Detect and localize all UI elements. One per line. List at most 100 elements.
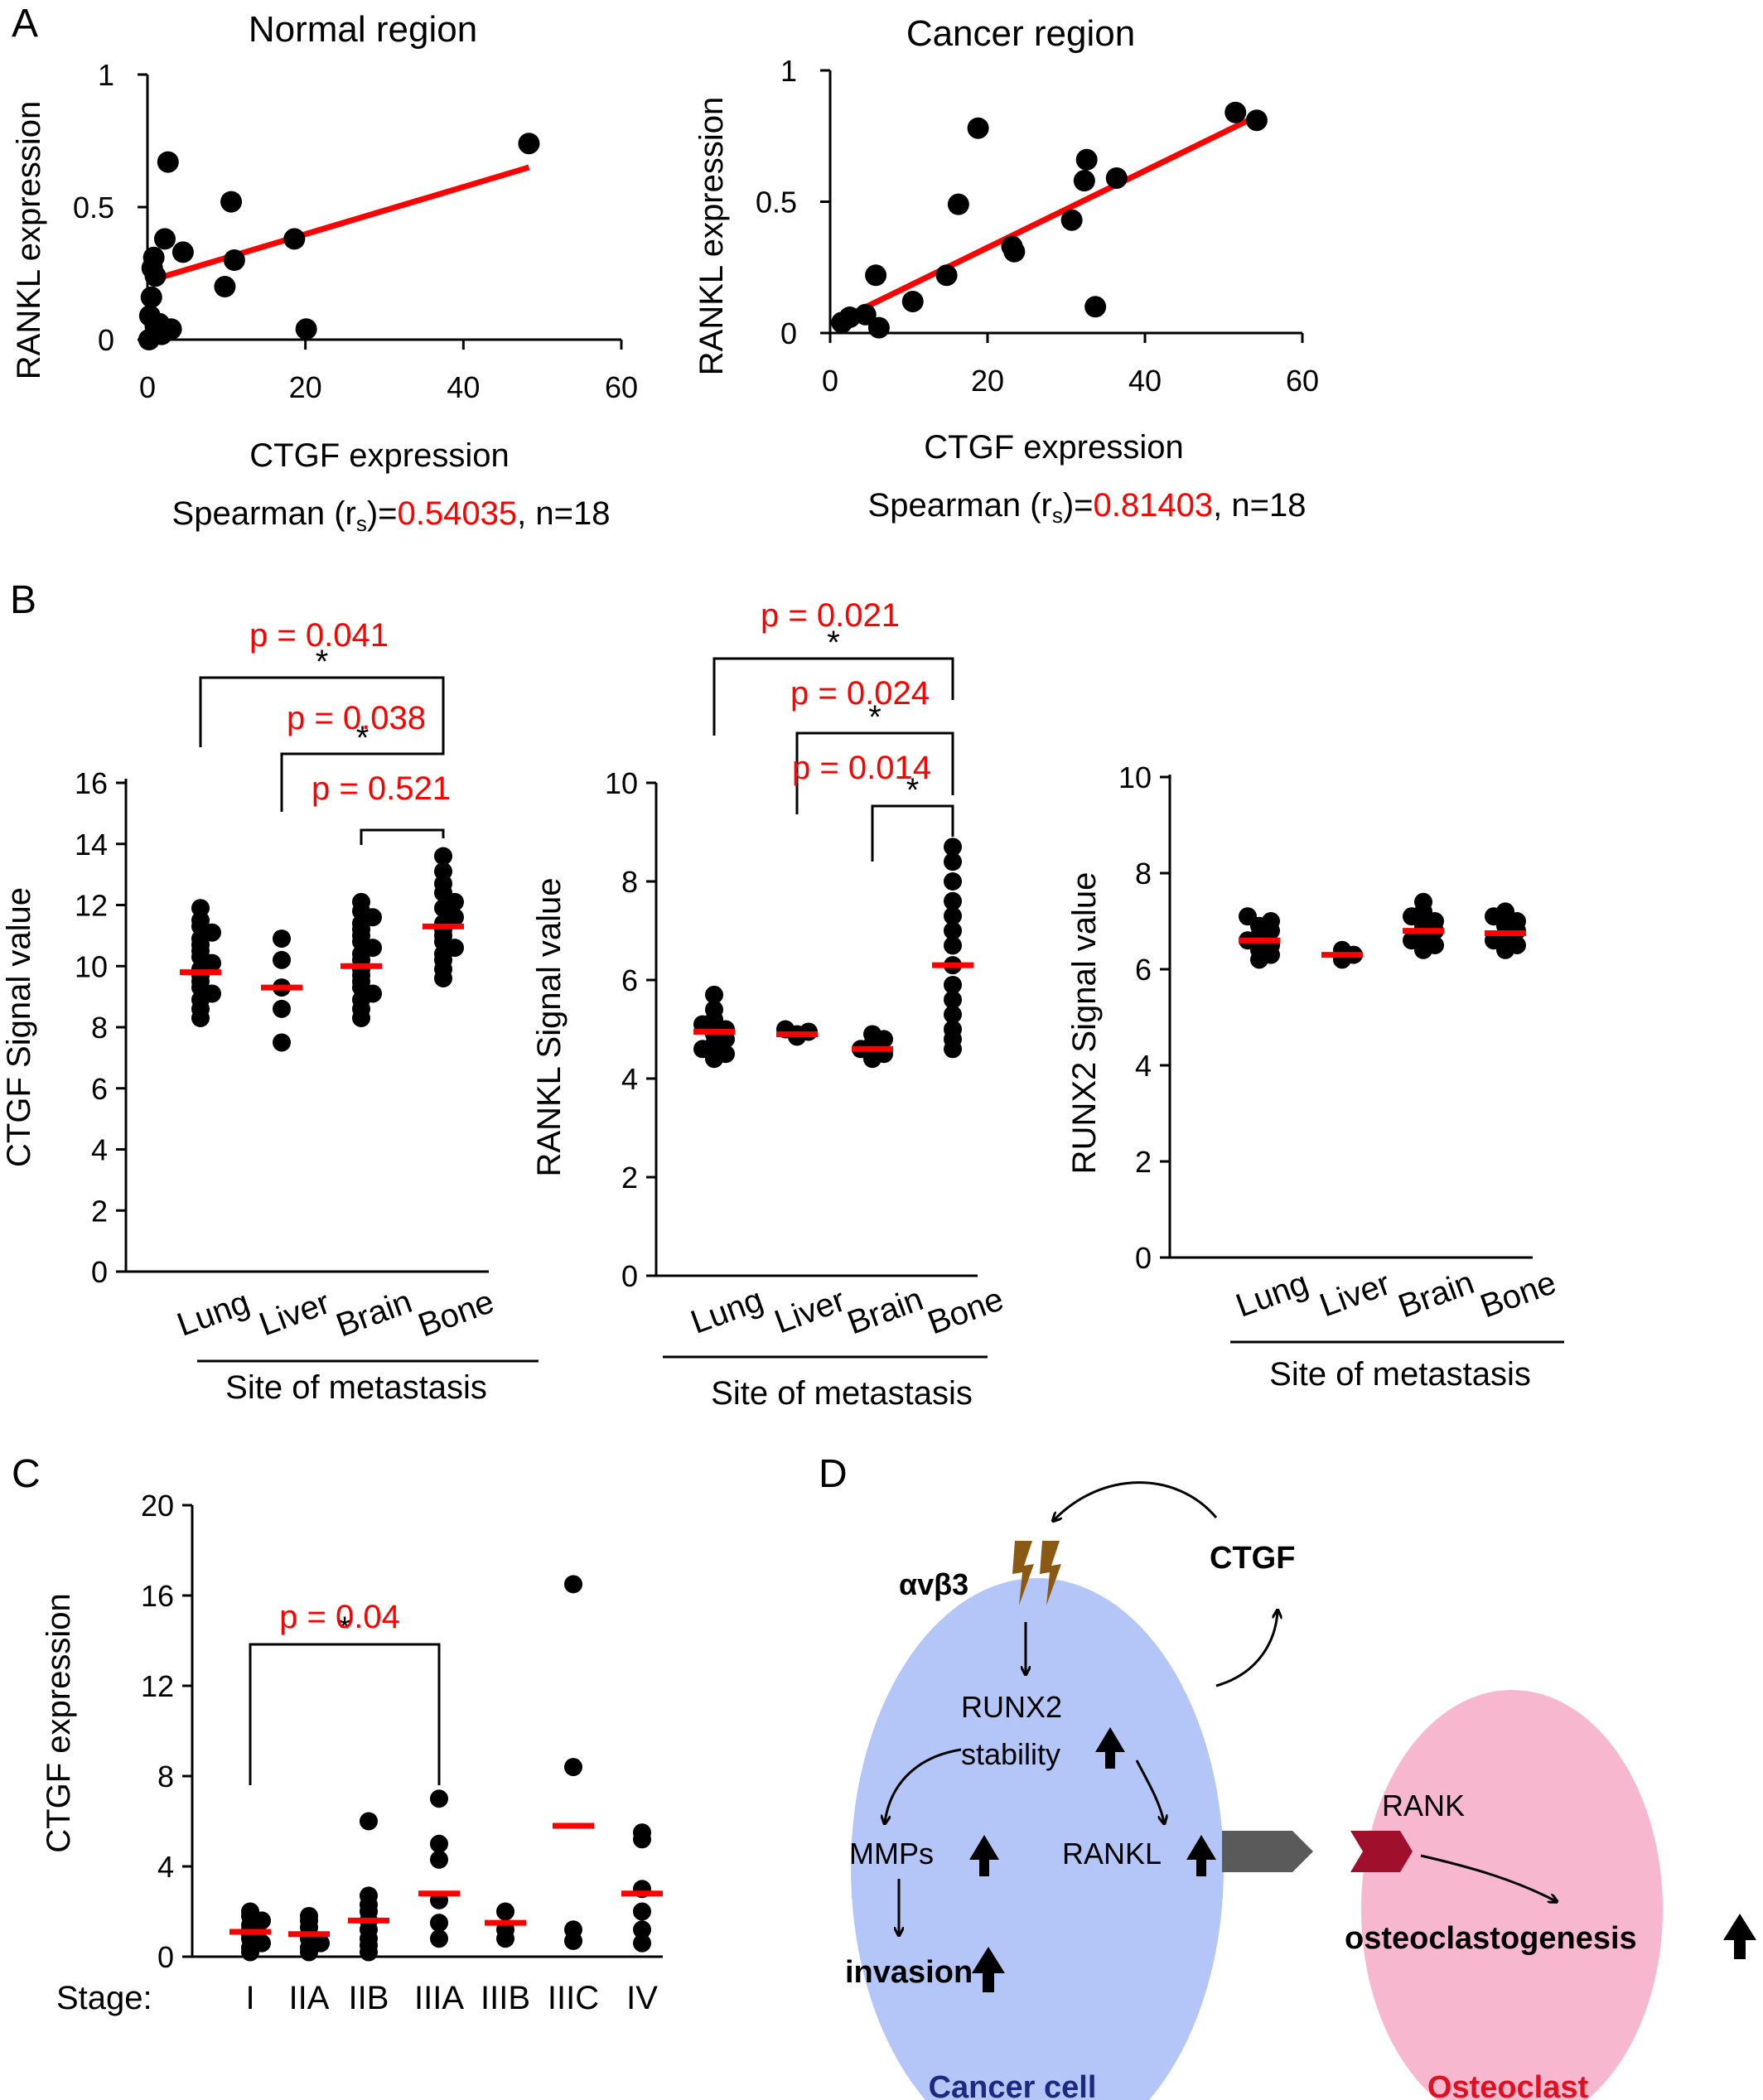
x-tick-label: 60 <box>1286 364 1319 398</box>
category-label: Liver <box>1315 1265 1395 1324</box>
category-label: Bone <box>923 1281 1008 1341</box>
category-label: I <box>245 1980 254 2016</box>
data-point <box>854 303 877 326</box>
y-axis-label: RANKL Signal value <box>531 878 568 1177</box>
up-arrow-icon <box>1095 1727 1125 1769</box>
x-axis-label: CTGF expression <box>924 429 1183 466</box>
runx2-stability-label: stability <box>961 1737 1060 1771</box>
chart-title: Cancer region <box>906 13 1135 54</box>
integrin-label: αvβ3 <box>899 1567 968 1601</box>
p-value-label: p = 0.024 <box>790 675 930 712</box>
osteoclast-shape <box>1361 1690 1663 2100</box>
y-tick-label: 4 <box>1135 1049 1152 1083</box>
panel-label-d: D <box>819 1452 848 1496</box>
data-point <box>944 1005 962 1024</box>
data-point <box>633 1823 651 1842</box>
data-point <box>564 1920 582 1939</box>
category-label: Lung <box>1231 1265 1313 1325</box>
rank-receptor-shape <box>1350 1831 1413 1872</box>
runx2-to-mmps-arrow <box>885 1748 962 1822</box>
runx2-to-rankl-arrow <box>1135 1760 1164 1822</box>
rank-label: RANK <box>1382 1789 1465 1822</box>
y-tick-label: 8 <box>621 865 638 899</box>
data-point <box>633 1902 651 1921</box>
y-axis-label: RANKL expression <box>693 97 730 375</box>
category-label: Bone <box>413 1283 499 1344</box>
data-point <box>944 975 962 994</box>
data-point <box>1496 902 1514 921</box>
data-point <box>142 246 165 268</box>
data-point <box>273 999 291 1018</box>
data-point <box>160 318 182 340</box>
category-label: Liver <box>770 1282 850 1340</box>
osteoclastogenesis-label: osteoclastogenesis <box>1345 1921 1637 1956</box>
p-value-label: p = 0.041 <box>249 617 389 654</box>
data-point <box>944 1020 962 1039</box>
data-point <box>865 264 887 287</box>
y-tick-label: 6 <box>91 1072 108 1106</box>
y-tick-label: 14 <box>75 828 108 862</box>
up-arrow-icon <box>1186 1835 1216 1876</box>
data-point <box>430 1789 448 1808</box>
significance-bracket <box>280 719 445 812</box>
significance-bracket <box>712 657 954 736</box>
significance-bracket <box>871 804 954 862</box>
y-tick-label: 4 <box>91 1133 108 1167</box>
data-point <box>967 117 989 139</box>
data-point <box>430 1929 448 1948</box>
mmps-label: MMPs <box>849 1837 934 1871</box>
normal-region-scatter: Normal region RANKL expression CTGF expr… <box>11 9 638 536</box>
data-point <box>863 1025 882 1044</box>
mechanism-diagram: αvβ3 CTGF RUNX2 stability MMPs invasion … <box>845 1481 1756 2100</box>
category-label: Lung <box>172 1284 254 1344</box>
data-point <box>705 985 723 1004</box>
y-tick-label: 0 <box>157 1940 174 1974</box>
data-point <box>153 228 176 250</box>
runx2-metastasis-chart: RUNX2 Signal value Site of metastasis 0 2… <box>1066 760 1564 1393</box>
y-tick-label: 0 <box>1135 1241 1152 1275</box>
data-point <box>273 929 291 949</box>
data-point <box>944 990 962 1009</box>
p-value-label: p = 0.014 <box>792 750 931 786</box>
ctgf-secretion-arrow <box>1215 1611 1278 1687</box>
data-point <box>901 290 924 312</box>
data-point <box>564 1758 582 1777</box>
y-tick-label: 16 <box>75 766 108 800</box>
spearman-value: 0.54035 <box>398 495 518 532</box>
y-tick-label: 20 <box>141 1489 174 1523</box>
ctgf-label: CTGF <box>1210 1541 1295 1576</box>
rankl-ligand-shape <box>1222 1831 1313 1872</box>
category-label: Lung <box>686 1282 768 1341</box>
data-point <box>944 936 962 955</box>
category-label: Bone <box>1476 1264 1561 1325</box>
y-tick-label: 0 <box>98 323 114 357</box>
data-point <box>1245 109 1268 132</box>
category-label: Brain <box>1393 1264 1479 1325</box>
x-tick-label: 20 <box>971 364 1004 398</box>
y-tick-label: 0.5 <box>756 186 797 220</box>
significance-bracket <box>795 731 954 814</box>
data-point <box>300 1906 318 1925</box>
y-tick-label: 4 <box>621 1062 638 1096</box>
rankl-metastasis-chart: RANKL Signal value Site of metastasis 0 2… <box>531 597 1008 1412</box>
significance-star: * <box>356 720 370 756</box>
stage-label: Stage: <box>56 1980 152 2016</box>
data-point <box>434 847 452 866</box>
category-label: IV <box>626 1980 658 2016</box>
data-point <box>633 1933 651 1953</box>
y-tick-label: 6 <box>621 963 638 997</box>
up-arrow-icon <box>972 1947 1005 1992</box>
data-point <box>944 872 962 891</box>
regression-line <box>833 112 1261 326</box>
panel-label-c: C <box>12 1452 41 1496</box>
panel-label-b: B <box>10 578 36 622</box>
significance-bracket <box>249 1643 441 1785</box>
y-tick-label: 0 <box>780 316 797 350</box>
ctgf-feedback-arrow <box>1054 1481 1218 1520</box>
category-label: IIIC <box>548 1980 599 2016</box>
x-tick-label: 0 <box>139 370 156 404</box>
y-tick-label: 10 <box>1118 760 1152 794</box>
data-point <box>496 1902 514 1921</box>
x-axis-label: CTGF expression <box>249 437 509 474</box>
y-tick-label: 6 <box>1135 953 1152 987</box>
